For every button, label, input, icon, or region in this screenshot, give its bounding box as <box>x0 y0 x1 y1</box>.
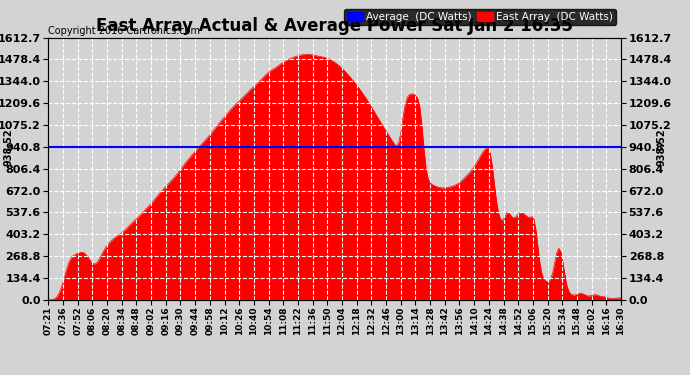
Text: 938.52: 938.52 <box>3 128 13 166</box>
Text: Copyright 2016 Cartronics.com: Copyright 2016 Cartronics.com <box>48 26 200 36</box>
Text: 938.52: 938.52 <box>656 128 666 166</box>
Legend: Average  (DC Watts), East Array  (DC Watts): Average (DC Watts), East Array (DC Watts… <box>344 9 615 25</box>
Title: East Array Actual & Average Power Sat Jan 2 16:35: East Array Actual & Average Power Sat Ja… <box>96 16 573 34</box>
